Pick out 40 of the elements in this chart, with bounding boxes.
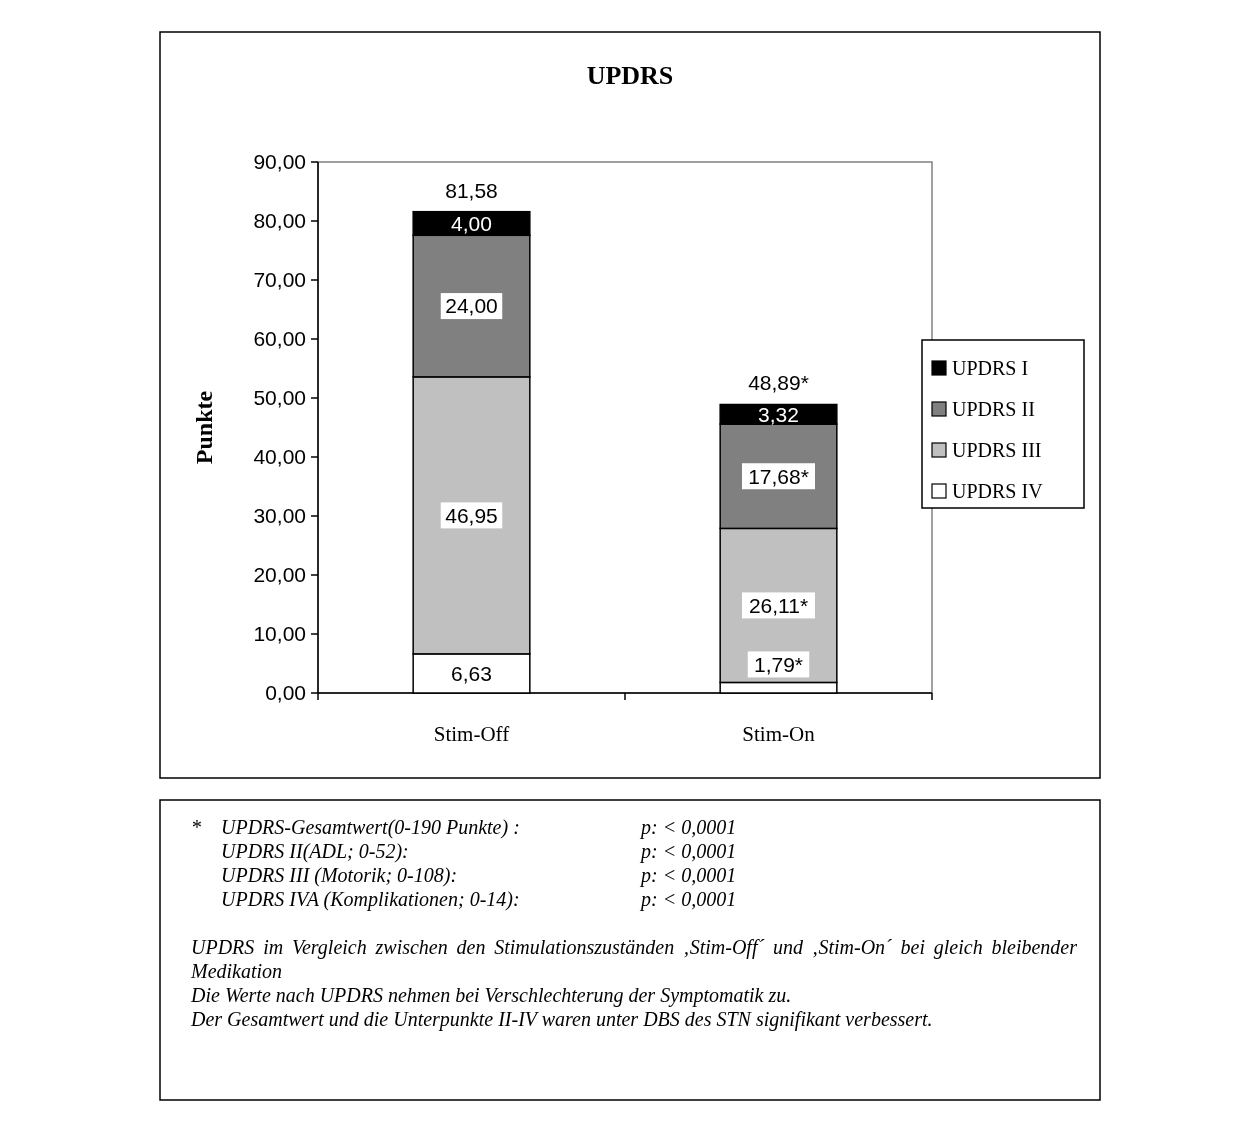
data-label: 46,95 bbox=[445, 503, 498, 527]
y-tick-label: 80,00 bbox=[253, 209, 306, 233]
data-label: 4,00 bbox=[451, 211, 492, 235]
text: UPDRS im Vergleich zwischen den Stimulationszuständen ‚Stim-Off´ und ‚Stim-On´ bei gleich bleibender Medikation bbox=[191, 935, 1077, 983]
x-tick-label: Stim-On bbox=[742, 722, 816, 746]
text: UPDRS III (Motorik; 0-108): bbox=[221, 863, 459, 887]
text: Der Gesamtwert und die Unterpunkte II-IV waren unter DBS des STN signifikant verbessert. bbox=[191, 1007, 934, 1031]
data-label: 26,11* bbox=[748, 593, 809, 617]
data-label: 6,63 bbox=[451, 661, 492, 685]
text: UPDRS IVA (Komplikationen; 0-14): bbox=[221, 887, 521, 911]
legend-label: UPDRS IV bbox=[952, 480, 1044, 502]
y-tick-label: 90,00 bbox=[253, 150, 306, 174]
text: Die Werte nach UPDRS nehmen bei Verschlechterung der Symptomatik zu. bbox=[191, 983, 793, 1007]
text: p: < 0,0001 bbox=[641, 863, 738, 887]
total-label: 48,89* bbox=[748, 371, 809, 395]
text: * bbox=[191, 815, 202, 839]
legend-label: UPDRS II bbox=[952, 398, 1035, 420]
y-tick-label: 30,00 bbox=[253, 504, 306, 528]
y-tick-label: 70,00 bbox=[253, 268, 306, 292]
data-label: 24,00 bbox=[445, 294, 498, 318]
y-tick-label: 0,00 bbox=[265, 681, 306, 705]
y-tick-label: 40,00 bbox=[253, 445, 306, 469]
y-tick-label: 50,00 bbox=[253, 386, 306, 410]
data-label: 3,32 bbox=[758, 402, 799, 426]
text: UPDRS-Gesamtwert(0-190 Punkte) : bbox=[221, 815, 521, 839]
x-tick-label: Stim-Off bbox=[433, 722, 510, 746]
text: UPDRS II(ADL; 0-52): bbox=[221, 839, 410, 863]
text: p: < 0,0001 bbox=[641, 815, 738, 839]
data-label: 1,79* bbox=[753, 652, 804, 676]
legend-label: UPDRS III bbox=[952, 439, 1042, 461]
y-tick-label: 60,00 bbox=[253, 327, 306, 351]
total-label: 81,58 bbox=[445, 178, 498, 202]
chart-title: UPDRS bbox=[586, 61, 674, 90]
y-axis-title: Punkte bbox=[191, 390, 217, 465]
y-tick-label: 20,00 bbox=[253, 563, 306, 587]
y-tick-label: 10,00 bbox=[253, 622, 306, 646]
text: p: < 0,0001 bbox=[641, 839, 738, 863]
legend-label: UPDRS I bbox=[952, 357, 1029, 379]
data-label: 17,68* bbox=[748, 464, 809, 488]
text: p: < 0,0001 bbox=[641, 887, 738, 911]
